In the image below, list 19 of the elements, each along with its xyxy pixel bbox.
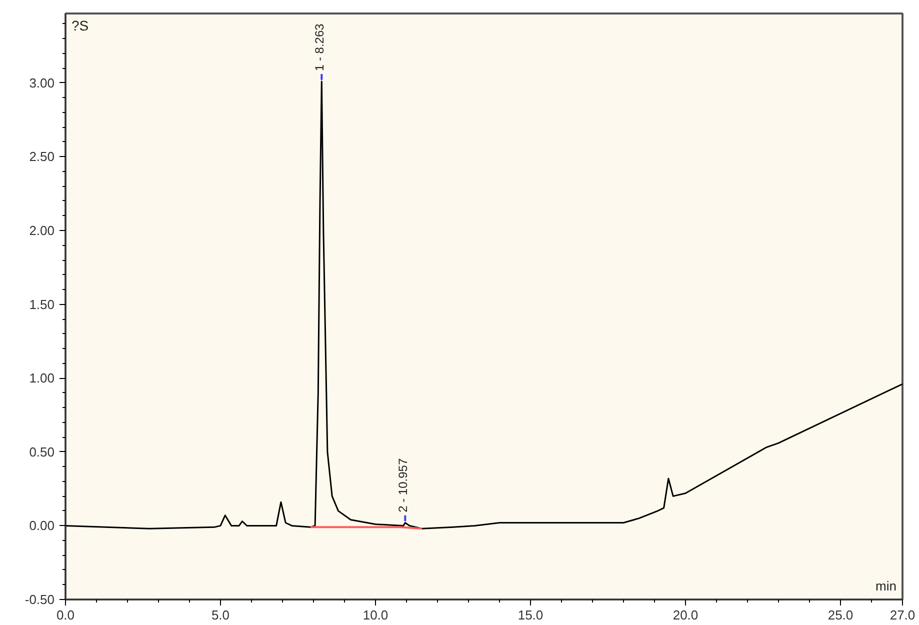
annotation: 1 - 8.263: [312, 23, 327, 72]
x-tick-label: 5.0: [211, 608, 230, 622]
y-tick-label: -0.50: [24, 592, 55, 607]
y-tick-label: 0.00: [29, 518, 55, 534]
x-axis-title: min: [876, 578, 897, 594]
x-tick-label: 27.0: [890, 608, 916, 622]
y-tick-label: 1.50: [29, 296, 55, 312]
x-tick-label: 10.0: [362, 608, 388, 622]
x-tick-label: 20.0: [672, 608, 698, 622]
y-axis-title: ?S: [72, 18, 89, 34]
annotation: 2 - 10.957: [396, 458, 410, 512]
x-tick-label: 15.0: [518, 608, 544, 622]
y-tick-label: 0.50: [29, 444, 55, 460]
y-tick-label: 2.50: [29, 149, 55, 164]
y-tick-label: 3.00: [29, 75, 55, 90]
x-tick-label: 0.0: [56, 608, 75, 622]
y-tick-label: 1.00: [29, 370, 55, 386]
x-tick-label: 25.0: [828, 608, 854, 622]
y-tick-label: 2.00: [29, 222, 55, 238]
